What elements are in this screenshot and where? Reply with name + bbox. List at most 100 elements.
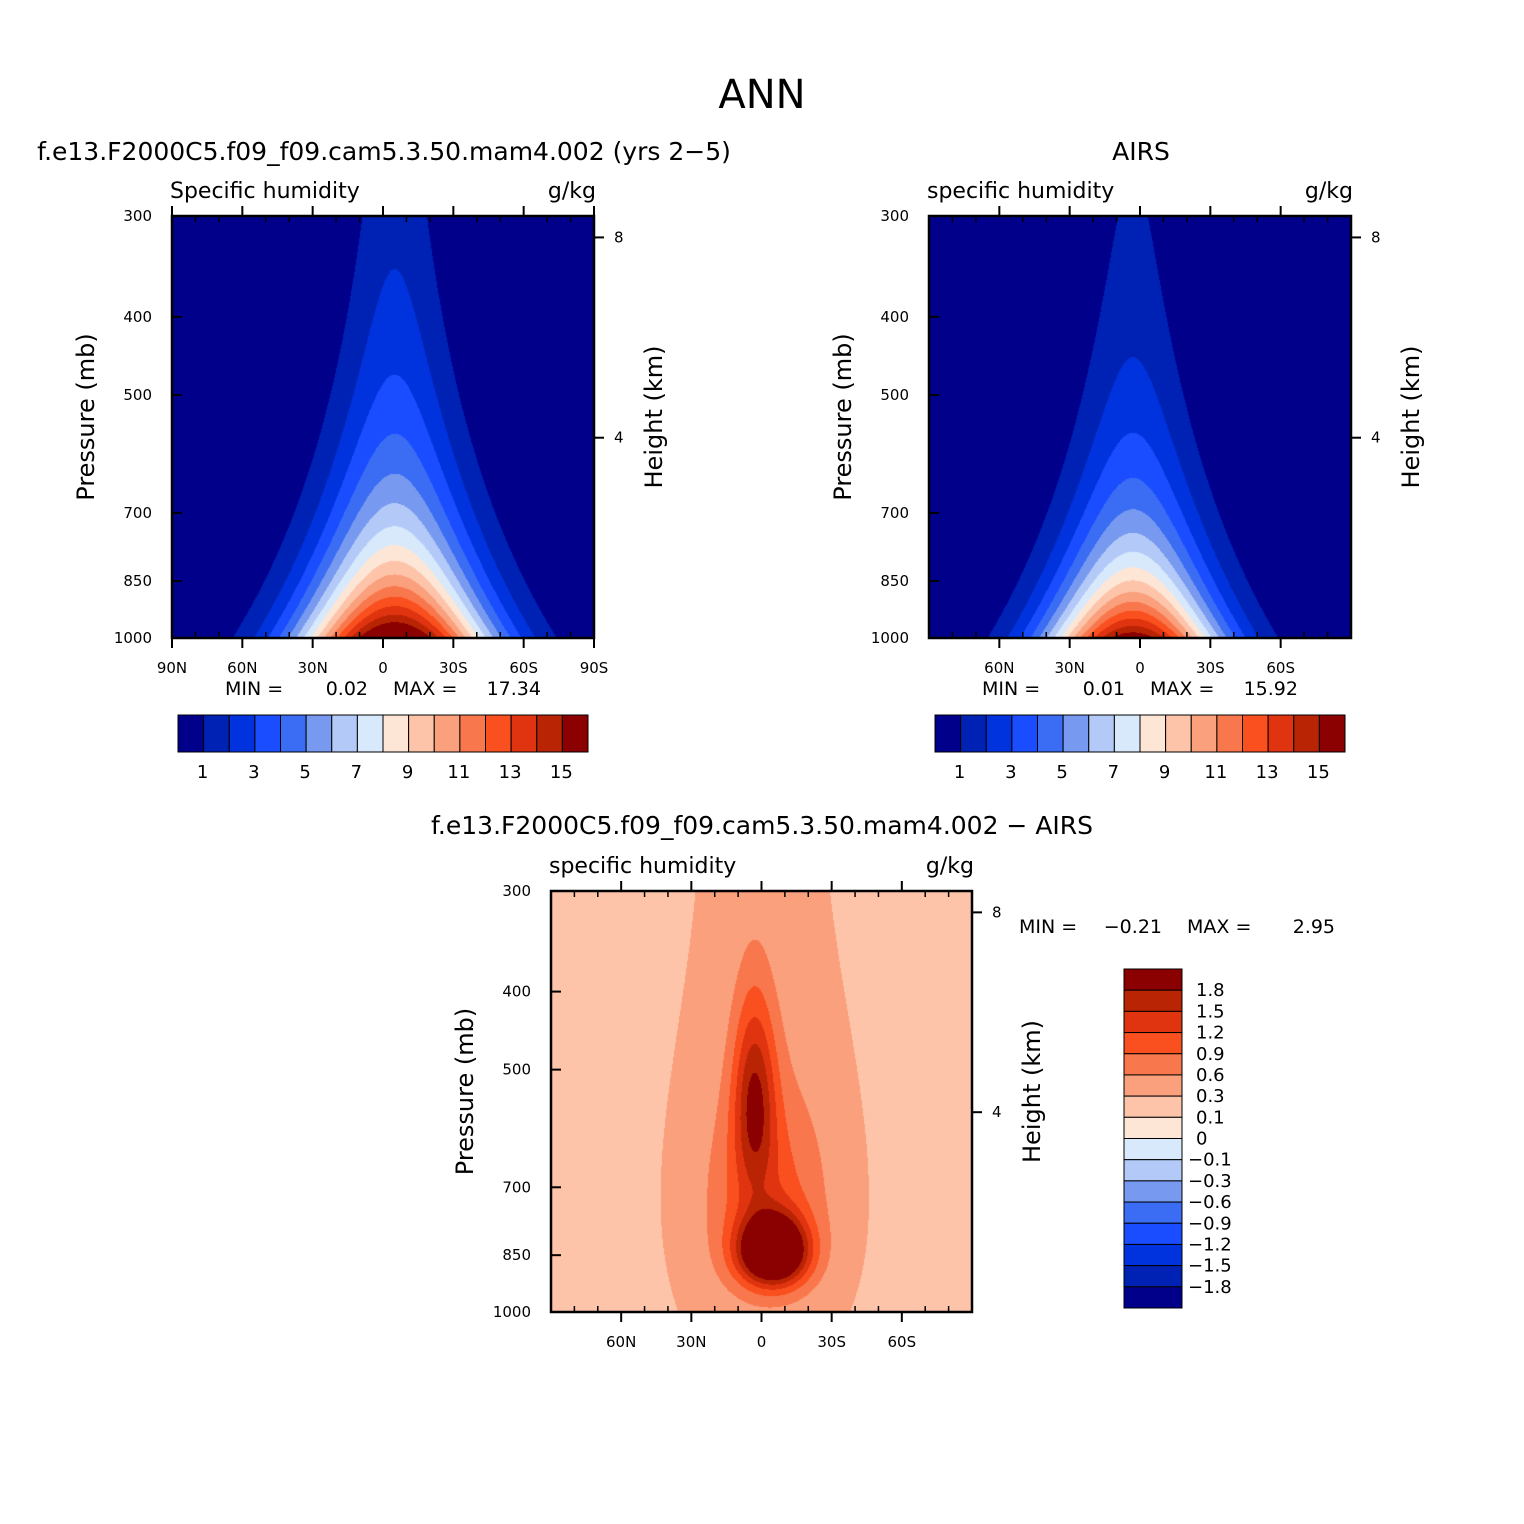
colorbar-box bbox=[203, 714, 230, 753]
colorbar-box bbox=[934, 714, 962, 753]
x-tick-label: 30S bbox=[439, 659, 468, 677]
x-tick-label: 0 bbox=[1135, 659, 1145, 677]
min-max-stats: MIN = 0.02 MAX = 17.34 bbox=[225, 678, 541, 700]
colorbar-box bbox=[1123, 1138, 1183, 1161]
y-axis-label: Pressure (mb) bbox=[72, 333, 100, 500]
colorbar-label: 13 bbox=[499, 762, 522, 783]
min-value: 0.01 bbox=[1083, 678, 1125, 700]
colorbar-label: 11 bbox=[447, 762, 470, 783]
colorbar-box bbox=[1123, 1116, 1183, 1139]
colorbar-label: 0 bbox=[1196, 1129, 1207, 1150]
colorbar-box bbox=[459, 714, 486, 753]
y-tick-label: 850 bbox=[502, 1246, 531, 1264]
y-tick-label: 700 bbox=[880, 504, 909, 522]
colorbar-box bbox=[1216, 714, 1243, 753]
min-label: MIN = bbox=[982, 678, 1040, 700]
colorbar-box bbox=[1123, 1180, 1183, 1203]
subtitle-units: g/kg bbox=[926, 854, 974, 879]
y-tick-label: 500 bbox=[502, 1061, 531, 1079]
colorbar-label: −0.1 bbox=[1188, 1150, 1232, 1171]
colorbar-box bbox=[1123, 1201, 1183, 1224]
x-tick-label: 60S bbox=[1266, 659, 1295, 677]
colorbar-box bbox=[485, 714, 512, 753]
colorbar-label: 1.2 bbox=[1196, 1023, 1225, 1044]
colorbar-box bbox=[280, 714, 307, 753]
colorbar-box bbox=[536, 714, 563, 753]
colorbar-box bbox=[1123, 1265, 1183, 1288]
colorbar-box bbox=[433, 714, 461, 753]
x-tick-label: 60N bbox=[227, 659, 257, 677]
y-tick-label: 1000 bbox=[493, 1303, 531, 1321]
colorbar-label: 3 bbox=[248, 762, 259, 783]
colorbar-label: −0.3 bbox=[1188, 1171, 1232, 1192]
y-right-tick-label: 4 bbox=[992, 1103, 1002, 1121]
colorbar-box bbox=[1190, 714, 1218, 753]
colorbar-label: 1 bbox=[954, 762, 965, 783]
colorbar-box bbox=[1123, 968, 1183, 991]
colorbar-label: 9 bbox=[402, 762, 413, 783]
colorbar-box bbox=[1123, 1010, 1183, 1034]
y-tick-label: 400 bbox=[880, 308, 909, 326]
colorbar-box bbox=[1318, 714, 1346, 753]
colorbar-box bbox=[1123, 1095, 1183, 1118]
y-right-tick-label: 8 bbox=[992, 903, 1002, 921]
colorbar-box bbox=[510, 714, 538, 753]
colorbar-label: 7 bbox=[351, 762, 362, 783]
colorbar-box bbox=[960, 714, 987, 753]
y-tick-label: 400 bbox=[123, 308, 152, 326]
y-tick-label: 300 bbox=[123, 207, 152, 225]
x-tick-label: 0 bbox=[757, 1333, 767, 1351]
min-label: MIN = bbox=[225, 678, 283, 700]
x-tick-label: 60S bbox=[509, 659, 538, 677]
colorbar-box bbox=[1123, 1222, 1183, 1245]
colorbar-box bbox=[1293, 714, 1320, 753]
colorbar-box bbox=[408, 714, 435, 753]
colorbar-label: 1.5 bbox=[1196, 1001, 1225, 1022]
x-tick-label: 60N bbox=[984, 659, 1014, 677]
x-tick-label: 30S bbox=[1196, 659, 1225, 677]
panel-difference: f.e13.F2000C5.f09_f09.cam5.3.50.mam4.002… bbox=[431, 811, 1335, 1351]
y-right-tick-label: 4 bbox=[614, 429, 624, 447]
min-value: −0.21 bbox=[1104, 916, 1162, 938]
x-tick-label: 30N bbox=[298, 659, 328, 677]
subtitle-units: g/kg bbox=[1305, 179, 1353, 204]
subtitle-left: specific humidity bbox=[927, 179, 1114, 204]
panel-title: f.e13.F2000C5.f09_f09.cam5.3.50.mam4.002… bbox=[431, 811, 1093, 840]
colorbar-box bbox=[1123, 1286, 1183, 1309]
colorbar-box bbox=[1011, 714, 1038, 753]
y-axis-label: Pressure (mb) bbox=[829, 333, 857, 500]
colorbar-box bbox=[254, 714, 281, 753]
max-label: MAX = bbox=[393, 678, 457, 700]
x-tick-label: 30N bbox=[1055, 659, 1085, 677]
colorbar-label: 5 bbox=[299, 762, 310, 783]
y-tick-label: 500 bbox=[123, 386, 152, 404]
y-tick-label: 300 bbox=[502, 882, 531, 900]
panel-title: f.e13.F2000C5.f09_f09.cam5.3.50.mam4.002… bbox=[37, 137, 731, 166]
colorbar-label: 3 bbox=[1005, 762, 1016, 783]
y-right-tick-label: 8 bbox=[1371, 228, 1381, 246]
colorbar-box bbox=[356, 714, 384, 753]
y-right-axis-label: Height (km) bbox=[1397, 346, 1425, 489]
colorbar-box bbox=[1242, 714, 1269, 753]
colorbar-box bbox=[985, 714, 1013, 753]
y-right-tick-label: 4 bbox=[1371, 429, 1381, 447]
colorbar-label: −1.8 bbox=[1188, 1277, 1232, 1298]
x-tick-label: 90N bbox=[157, 659, 187, 677]
colorbar: 1.81.51.20.90.60.30.10−0.1−0.3−0.6−0.9−1… bbox=[1123, 968, 1232, 1309]
subtitle-left: Specific humidity bbox=[170, 179, 360, 204]
colorbar-label: 13 bbox=[1256, 762, 1279, 783]
x-tick-label: 0 bbox=[378, 659, 388, 677]
colorbar-box bbox=[1139, 714, 1167, 753]
max-label: MAX = bbox=[1150, 678, 1214, 700]
colorbar-box bbox=[1123, 1243, 1183, 1267]
colorbar: 1 3 5 7 9 11 13 15 bbox=[177, 714, 589, 783]
colorbar-label: 0.6 bbox=[1196, 1065, 1225, 1086]
colorbar-label: 15 bbox=[550, 762, 573, 783]
colorbar-label: 5 bbox=[1056, 762, 1067, 783]
y-tick-label: 400 bbox=[502, 983, 531, 1001]
colorbar-label: −1.2 bbox=[1188, 1234, 1232, 1255]
y-tick-label: 700 bbox=[502, 1178, 531, 1196]
colorbar-box bbox=[177, 714, 205, 753]
y-tick-label: 850 bbox=[880, 572, 909, 590]
colorbar-label: −0.6 bbox=[1188, 1192, 1232, 1213]
